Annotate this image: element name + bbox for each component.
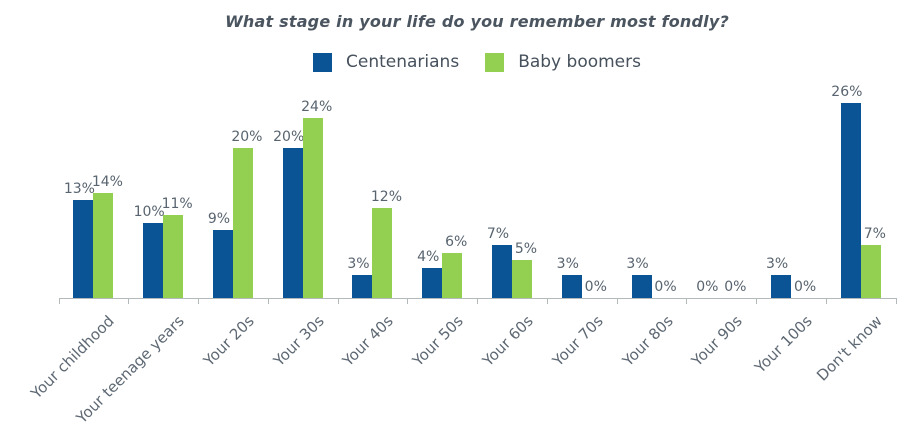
value-label: 3% [556, 256, 579, 272]
value-label: 20% [273, 129, 305, 145]
value-label: 7% [863, 226, 886, 242]
value-label: 5% [514, 241, 538, 257]
value-label: 10% [133, 204, 165, 220]
bar-baby-boomers-don-t-know [860, 245, 881, 298]
axis-tick [825, 298, 827, 304]
value-label: 6% [445, 234, 468, 250]
value-label: 3% [765, 256, 789, 272]
axis-tick [128, 298, 130, 304]
value-label: 11% [161, 196, 193, 212]
bar-baby-boomers-your-teenage-years [163, 215, 184, 298]
value-label: 0% [654, 279, 677, 295]
legend-item-centenarians: Centenarians [313, 52, 459, 72]
bar-baby-boomers-your-40s [372, 208, 393, 298]
value-label: 20% [231, 129, 263, 145]
value-label: 3% [347, 256, 370, 272]
bar-baby-boomers-your-50s [442, 253, 463, 298]
value-label: 12% [370, 189, 403, 205]
axis-tick [616, 298, 618, 304]
bar-centenarians-your-80s [631, 275, 652, 298]
bar-centenarians-your-60s [492, 245, 512, 298]
value-label: 0% [696, 279, 719, 295]
value-label: 7% [486, 226, 510, 242]
legend-item-baby-boomers: Baby boomers [485, 52, 641, 72]
bar-centenarians-your-70s [561, 275, 582, 298]
axis-tick [267, 298, 269, 304]
value-label: 9% [207, 211, 231, 227]
x-axis-label: Your childhood [27, 312, 119, 403]
value-label: 14% [91, 174, 123, 190]
value-label: 24% [301, 99, 333, 115]
value-label: 0% [724, 279, 747, 295]
bar-centenarians-your-childhood [73, 200, 94, 298]
legend-swatch-baby-boomers [485, 52, 505, 72]
axis-tick [686, 298, 688, 304]
bar-centenarians-your-20s [212, 230, 233, 298]
legend-label-baby-boomers: Baby boomers [518, 52, 641, 72]
bar-baby-boomers-your-childhood [93, 193, 114, 298]
bar-baby-boomers-your-30s [302, 118, 323, 298]
value-label: 26% [831, 84, 863, 100]
legend-label-centenarians: Centenarians [346, 52, 460, 72]
bar-centenarians-don-t-know [840, 103, 861, 298]
bar-centenarians-your-40s [352, 275, 373, 298]
value-label: 0% [584, 279, 607, 295]
axis-tick [895, 298, 897, 304]
bar-centenarians-your-teenage-years [143, 223, 164, 298]
bar-baby-boomers-your-60s [512, 260, 532, 298]
axis-tick [756, 298, 758, 304]
bar-baby-boomers-your-20s [232, 148, 253, 298]
axis-tick [58, 298, 60, 304]
axis-tick [477, 298, 479, 304]
value-label: 4% [417, 249, 440, 265]
bar-centenarians-your-100s [771, 275, 792, 298]
axis-tick [198, 298, 200, 304]
value-label: 0% [793, 279, 817, 295]
legend-swatch-centenarians [313, 52, 332, 72]
axis-tick [546, 298, 548, 304]
bar-centenarians-your-50s [422, 268, 443, 298]
value-label: 13% [63, 181, 95, 197]
chart-title: What stage in your life do you remember … [225, 12, 729, 31]
axis-tick [407, 298, 409, 304]
bar-centenarians-your-30s [282, 148, 303, 298]
axis-tick [337, 298, 339, 304]
legend: Centenarians Baby boomers [58, 52, 896, 72]
value-label: 3% [626, 256, 649, 272]
